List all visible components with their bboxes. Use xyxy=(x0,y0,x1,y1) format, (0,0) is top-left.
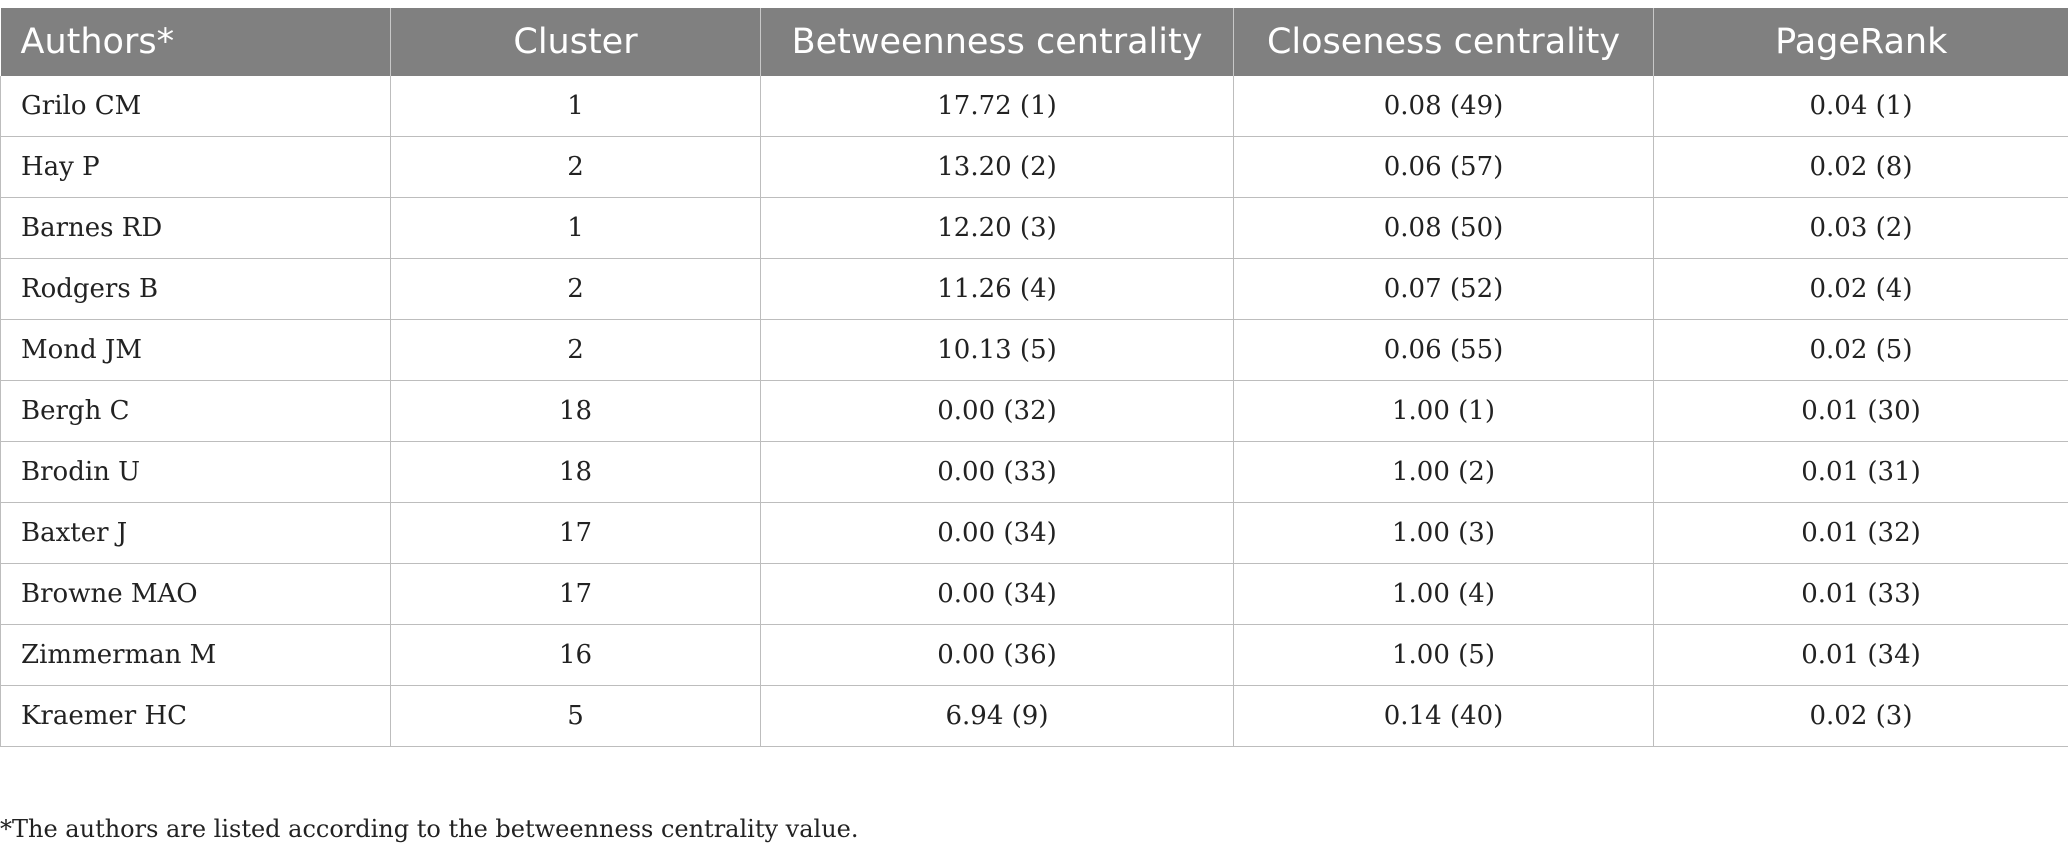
author-centrality-table: Authors* Cluster Betweenness centrality … xyxy=(0,8,2068,747)
cell-cluster: 1 xyxy=(390,76,761,137)
cell-pagerank: 0.02 (5) xyxy=(1653,319,2068,381)
cell-betweenness: 0.00 (34) xyxy=(760,563,1234,625)
cell-author: Browne MAO xyxy=(0,563,391,625)
cell-betweenness: 12.20 (3) xyxy=(760,197,1234,259)
author-centrality-table-wrapper: Authors* Cluster Betweenness centrality … xyxy=(0,8,2068,747)
cell-cluster: 5 xyxy=(390,685,761,747)
cell-betweenness: 13.20 (2) xyxy=(760,136,1234,198)
cell-pagerank: 0.01 (32) xyxy=(1653,502,2068,564)
cell-author: Kraemer HC xyxy=(0,685,391,747)
table-row: Hay P 2 13.20 (2) 0.06 (57) 0.02 (8) xyxy=(0,136,2068,198)
cell-author: Baxter J xyxy=(0,502,391,564)
cell-cluster: 1 xyxy=(390,197,761,259)
cell-author: Hay P xyxy=(0,136,391,198)
cell-betweenness: 0.00 (34) xyxy=(760,502,1234,564)
cell-closeness: 0.07 (52) xyxy=(1233,258,1654,320)
table-header: Authors* Cluster Betweenness centrality … xyxy=(0,8,2068,76)
header-cluster: Cluster xyxy=(390,8,761,76)
cell-pagerank: 0.02 (3) xyxy=(1653,685,2068,747)
table-row: Bergh C 18 0.00 (32) 1.00 (1) 0.01 (30) xyxy=(0,380,2068,442)
table-row: Rodgers B 2 11.26 (4) 0.07 (52) 0.02 (4) xyxy=(0,258,2068,320)
header-authors: Authors* xyxy=(0,8,391,76)
cell-author: Zimmerman M xyxy=(0,624,391,686)
cell-closeness: 1.00 (5) xyxy=(1233,624,1654,686)
cell-closeness: 0.08 (50) xyxy=(1233,197,1654,259)
cell-cluster: 18 xyxy=(390,441,761,503)
cell-closeness: 1.00 (3) xyxy=(1233,502,1654,564)
cell-cluster: 2 xyxy=(390,319,761,381)
table-row: Kraemer HC 5 6.94 (9) 0.14 (40) 0.02 (3) xyxy=(0,685,2068,747)
cell-betweenness: 0.00 (33) xyxy=(760,441,1234,503)
table-row: Zimmerman M 16 0.00 (36) 1.00 (5) 0.01 (34) xyxy=(0,624,2068,686)
cell-pagerank: 0.01 (30) xyxy=(1653,380,2068,442)
table-row: Browne MAO 17 0.00 (34) 1.00 (4) 0.01 (33) xyxy=(0,563,2068,625)
table-row: Baxter J 17 0.00 (34) 1.00 (3) 0.01 (32) xyxy=(0,502,2068,564)
cell-closeness: 0.06 (57) xyxy=(1233,136,1654,198)
cell-closeness: 0.06 (55) xyxy=(1233,319,1654,381)
cell-author: Bergh C xyxy=(0,380,391,442)
cell-author: Grilo CM xyxy=(0,76,391,137)
cell-closeness: 1.00 (1) xyxy=(1233,380,1654,442)
cell-cluster: 18 xyxy=(390,380,761,442)
table-row: Grilo CM 1 17.72 (1) 0.08 (49) 0.04 (1) xyxy=(0,76,2068,137)
header-row: Authors* Cluster Betweenness centrality … xyxy=(0,8,2068,76)
cell-pagerank: 0.01 (33) xyxy=(1653,563,2068,625)
cell-betweenness: 11.26 (4) xyxy=(760,258,1234,320)
cell-closeness: 0.14 (40) xyxy=(1233,685,1654,747)
header-betweenness-centrality: Betweenness centrality xyxy=(760,8,1234,76)
cell-betweenness: 17.72 (1) xyxy=(760,76,1234,137)
cell-cluster: 2 xyxy=(390,258,761,320)
cell-author: Barnes RD xyxy=(0,197,391,259)
cell-pagerank: 0.02 (4) xyxy=(1653,258,2068,320)
header-pagerank: PageRank xyxy=(1653,8,2068,76)
cell-betweenness: 0.00 (36) xyxy=(760,624,1234,686)
cell-pagerank: 0.01 (34) xyxy=(1653,624,2068,686)
cell-cluster: 17 xyxy=(390,563,761,625)
cell-betweenness: 6.94 (9) xyxy=(760,685,1234,747)
cell-pagerank: 0.01 (31) xyxy=(1653,441,2068,503)
cell-cluster: 17 xyxy=(390,502,761,564)
cell-pagerank: 0.03 (2) xyxy=(1653,197,2068,259)
table-body: Grilo CM 1 17.72 (1) 0.08 (49) 0.04 (1) Hay P… xyxy=(0,76,2068,747)
cell-cluster: 2 xyxy=(390,136,761,198)
table-row: Mond JM 2 10.13 (5) 0.06 (55) 0.02 (5) xyxy=(0,319,2068,381)
table-footnote: *The authors are listed according to the… xyxy=(0,815,859,843)
cell-cluster: 16 xyxy=(390,624,761,686)
cell-author: Mond JM xyxy=(0,319,391,381)
header-closeness-centrality: Closeness centrality xyxy=(1233,8,1654,76)
cell-betweenness: 10.13 (5) xyxy=(760,319,1234,381)
cell-author: Rodgers B xyxy=(0,258,391,320)
cell-closeness: 1.00 (2) xyxy=(1233,441,1654,503)
table-row: Brodin U 18 0.00 (33) 1.00 (2) 0.01 (31) xyxy=(0,441,2068,503)
table-row: Barnes RD 1 12.20 (3) 0.08 (50) 0.03 (2) xyxy=(0,197,2068,259)
cell-pagerank: 0.04 (1) xyxy=(1653,76,2068,137)
cell-betweenness: 0.00 (32) xyxy=(760,380,1234,442)
cell-closeness: 0.08 (49) xyxy=(1233,76,1654,137)
cell-pagerank: 0.02 (8) xyxy=(1653,136,2068,198)
cell-author: Brodin U xyxy=(0,441,391,503)
cell-closeness: 1.00 (4) xyxy=(1233,563,1654,625)
